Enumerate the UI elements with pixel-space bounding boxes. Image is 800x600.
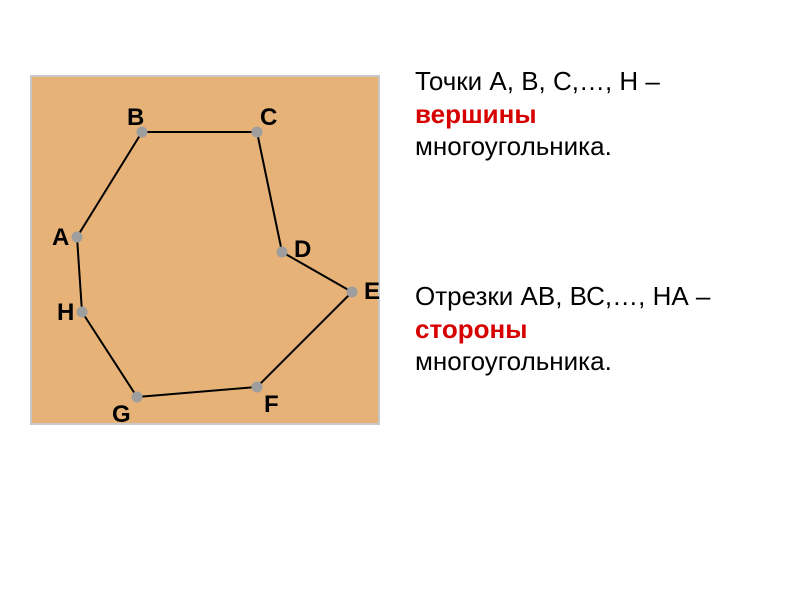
polygon-svg: A B C D E F G H — [32, 77, 382, 427]
vertex-label: C — [260, 104, 277, 131]
caption-line: Отрезки АВ, ВС,…, НА – — [415, 280, 718, 313]
vertex-point — [347, 287, 358, 298]
vertex-point — [277, 247, 288, 258]
vertex-label: F — [264, 391, 279, 418]
vertex-label: G — [112, 401, 131, 427]
sides-caption: Отрезки АВ, ВС,…, НА – сторонымногоуголь… — [415, 280, 718, 378]
vertex-label: E — [364, 278, 380, 305]
polygon-edge — [77, 237, 82, 312]
polygon-edge — [257, 292, 352, 387]
vertex-point — [72, 232, 83, 243]
vertex-label: D — [294, 236, 311, 263]
vertex-label: A — [52, 224, 69, 251]
polygon-edge — [77, 132, 142, 237]
caption-line: многоугольника. — [415, 345, 718, 378]
polygon-edge — [82, 312, 137, 397]
vertices-caption: Точки А, В, С,…, Н – вершинымногоугольни… — [415, 65, 667, 163]
vertex-label: B — [127, 104, 144, 131]
caption-line: стороны — [415, 313, 718, 346]
vertex-label: H — [57, 299, 74, 326]
polygon-diagram-box: A B C D E F G H — [30, 75, 380, 425]
caption-line: многоугольника. — [415, 130, 667, 163]
slide-canvas: ABCDEFGH Точки А, В, С,…, Н – вершинымно… — [0, 0, 800, 600]
polygon-edge — [282, 252, 352, 292]
caption-line: Точки А, В, С,…, Н – — [415, 65, 667, 98]
polygon-edge — [137, 387, 257, 397]
vertex-point — [132, 392, 143, 403]
vertex-point — [77, 307, 88, 318]
caption-line: вершины — [415, 98, 667, 131]
vertex-point — [252, 382, 263, 393]
polygon-edge — [257, 132, 282, 252]
